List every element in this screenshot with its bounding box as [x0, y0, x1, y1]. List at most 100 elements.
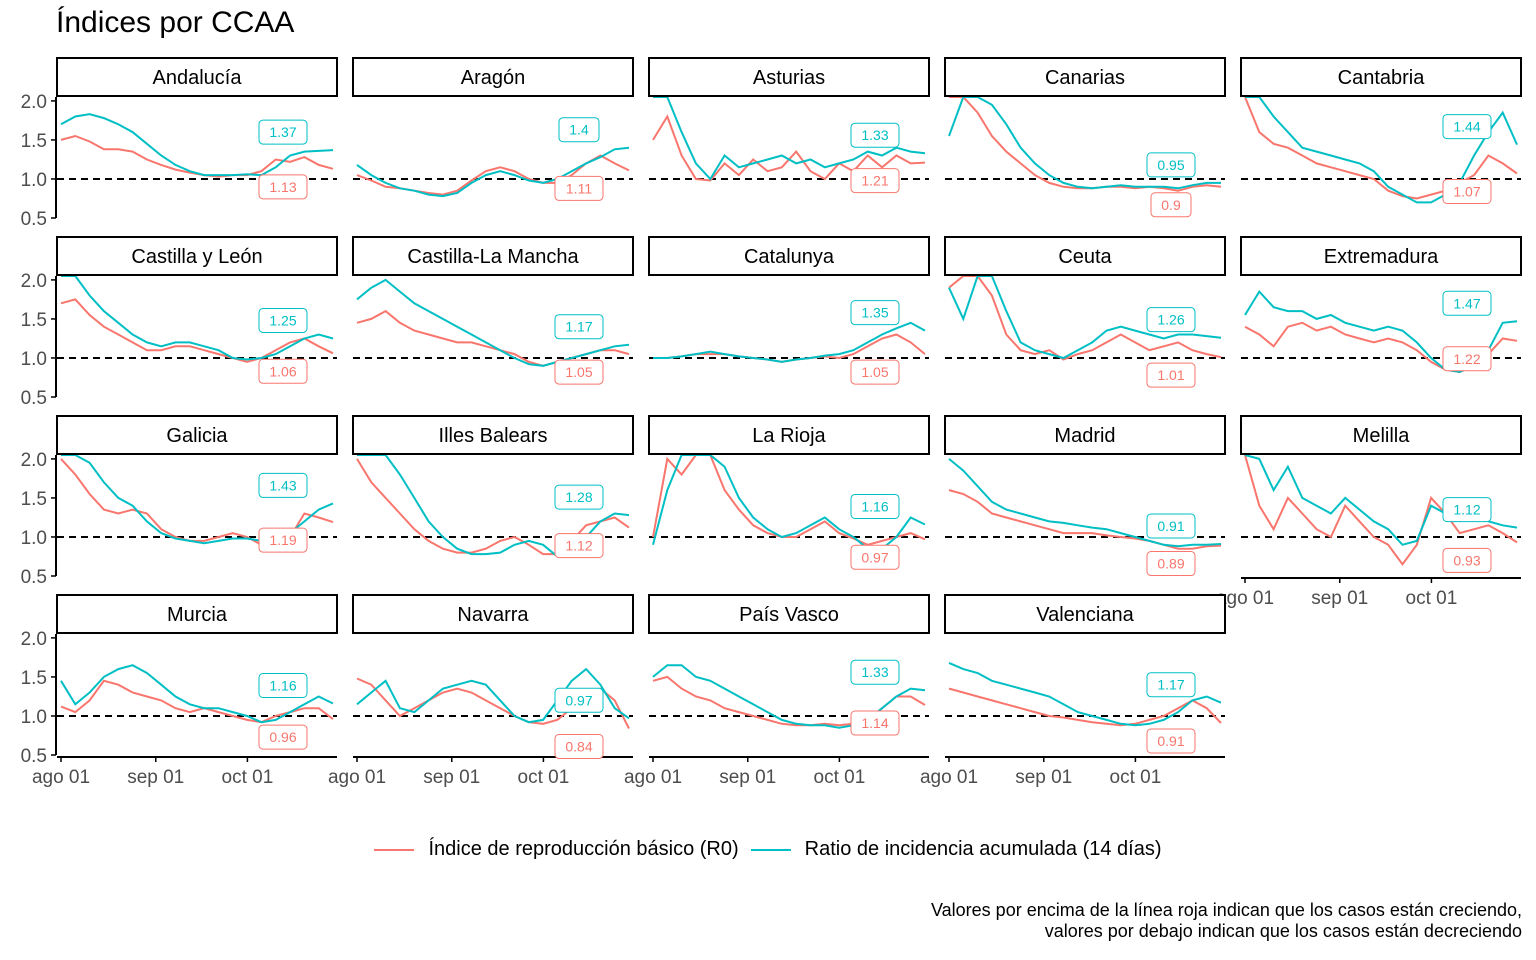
series-ratio-line	[356, 146, 630, 198]
r0-value-label: 1.05	[861, 364, 888, 380]
ratio-value-label: 0.91	[1157, 518, 1184, 534]
series-ratio-line	[653, 321, 926, 363]
ratio-value-label: 1.28	[565, 489, 592, 505]
panel-extremadura: Extremadura 1.47 1.22	[1240, 236, 1522, 374]
r0-value-label-box	[850, 710, 900, 736]
series-r0-line	[1244, 97, 1518, 200]
ratio-value-label-box	[1146, 152, 1196, 178]
y-tick-label: 0.5	[21, 388, 47, 409]
ratio-value-label: 1.26	[1157, 312, 1184, 328]
strip-extremadura	[1240, 236, 1522, 276]
legend-label-ratio: Ratio de incidencia acumulada (14 días)	[804, 838, 1162, 860]
ratio-value-label-box	[850, 493, 900, 519]
ratio-value-label-box	[554, 687, 604, 713]
r0-value-label-box	[1442, 179, 1492, 205]
strip-label-aragon: Aragón	[461, 67, 526, 89]
legend-item-r0: Índice de reproducción básico (R0)	[374, 838, 739, 861]
x-tick-label: sep 01	[127, 767, 184, 788]
strip-la-rioja	[648, 415, 930, 455]
series-ratio-line	[356, 667, 630, 724]
y-tick-label: 1.5	[21, 310, 47, 331]
strip-canarias	[944, 57, 1226, 97]
r0-value-label: 1.22	[1453, 351, 1480, 367]
panel-andalucia: Andalucía 0.5 1.0 1.5 2.0 1.37 1.13	[21, 57, 338, 230]
ratio-value-label-box	[850, 122, 900, 148]
y-tick-label: 1.0	[21, 349, 47, 370]
ratio-value-label: 1.4	[569, 122, 589, 138]
chart-title: Índices por CCAA	[56, 6, 295, 39]
series-ratio-line	[948, 458, 1222, 548]
x-tick-label: ago 01	[920, 767, 978, 788]
x-tick-label: ago 01	[32, 767, 90, 788]
r0-value-label: 0.84	[565, 738, 592, 754]
r0-value-label: 1.01	[1157, 367, 1184, 383]
panel-castilla-y-leon: Castilla y León 0.5 1.0 1.5 2.0 1.25 1.06	[21, 236, 338, 409]
r0-value-label: 1.19	[269, 532, 296, 548]
ratio-value-label: 1.16	[861, 498, 888, 514]
strip-murcia	[56, 594, 338, 634]
panel-castilla-la-mancha: Castilla-La Mancha 1.17 1.05	[352, 236, 634, 385]
r0-value-label: 1.13	[269, 179, 296, 195]
strip-label-madrid: Madrid	[1054, 425, 1115, 447]
ratio-value-label-box	[558, 117, 600, 143]
strip-label-castilla-la-mancha: Castilla-La Mancha	[407, 246, 579, 268]
ratio-value-label-box	[258, 119, 308, 145]
legend-key-r0	[374, 848, 415, 851]
r0-value-label-box	[850, 359, 900, 385]
panel-asturias: Asturias 1.33 1.21	[648, 57, 930, 194]
ratio-value-label: 0.95	[1157, 157, 1184, 173]
series-r0-line	[653, 333, 926, 363]
panel-canarias: Canarias 0.95 0.9	[944, 57, 1226, 218]
strip-label-catalunya: Catalunya	[744, 246, 835, 268]
strip-galicia	[56, 415, 338, 455]
y-tick-label: 0.5	[21, 209, 47, 230]
strip-label-navarra: Navarra	[457, 604, 529, 626]
strip-valenciana	[944, 594, 1226, 634]
r0-value-label: 1.12	[565, 538, 592, 554]
r0-value-label: 1.06	[269, 363, 296, 379]
legend-item-ratio: Ratio de incidencia acumulada (14 días)	[750, 838, 1162, 861]
y-tick-label: 2.0	[21, 92, 47, 113]
ratio-value-label: 1.43	[269, 477, 296, 493]
strip-aragon	[352, 57, 634, 97]
r0-value-label: 1.21	[861, 173, 888, 189]
x-tick-label: sep 01	[1015, 767, 1072, 788]
r0-value-label-box	[1146, 362, 1196, 388]
x-tick-label: oct 01	[518, 767, 570, 788]
r0-value-label: 1.11	[566, 180, 592, 196]
strip-cantabria	[1240, 57, 1522, 97]
strip-label-valenciana: Valenciana	[1036, 604, 1134, 626]
panel-cantabria: Cantabria 1.44 1.07	[1240, 57, 1522, 205]
r0-value-label: 0.89	[1157, 556, 1184, 572]
series-ratio-line	[1245, 97, 1518, 204]
r0-value-label-box	[554, 175, 604, 201]
series-r0-line	[948, 489, 1222, 550]
ratio-value-label: 1.17	[1157, 677, 1184, 693]
r0-value-label: 0.91	[1157, 733, 1184, 749]
caption: Valores por encima de la línea roja indi…	[931, 900, 1522, 942]
panel-madrid: Madrid 0.91 0.89	[944, 415, 1226, 577]
ratio-value-label-box	[258, 672, 308, 698]
strip-castilla-y-leon	[56, 236, 338, 276]
r0-value-label: 0.93	[1453, 552, 1480, 568]
ratio-value-label: 1.17	[565, 319, 592, 335]
r0-value-label-box	[850, 544, 900, 570]
series-r0-line	[356, 458, 630, 556]
series-r0-line	[60, 298, 334, 363]
ratio-value-label-box	[850, 659, 900, 685]
r0-value-label-box	[1146, 728, 1196, 754]
caption-line-2: valores por debajo indican que los casos…	[1044, 921, 1522, 941]
caption-line-1: Valores por encima de la línea roja indi…	[930, 900, 1522, 920]
x-tick-label: sep 01	[423, 767, 480, 788]
x-tick-label: oct 01	[1110, 767, 1162, 788]
strip-label-illes-balears: Illes Balears	[439, 425, 548, 447]
strip-label-castilla-y-leon: Castilla y León	[131, 246, 262, 268]
ratio-value-label: 1.35	[861, 305, 888, 321]
ratio-value-label: 1.47	[1453, 295, 1480, 311]
y-tick-label: 0.5	[21, 746, 47, 767]
r0-value-label-box	[258, 174, 308, 200]
series-ratio-line	[61, 276, 334, 361]
series-r0-line	[948, 687, 1222, 727]
y-tick-label: 1.5	[21, 489, 47, 510]
y-tick-label: 2.0	[21, 629, 47, 650]
